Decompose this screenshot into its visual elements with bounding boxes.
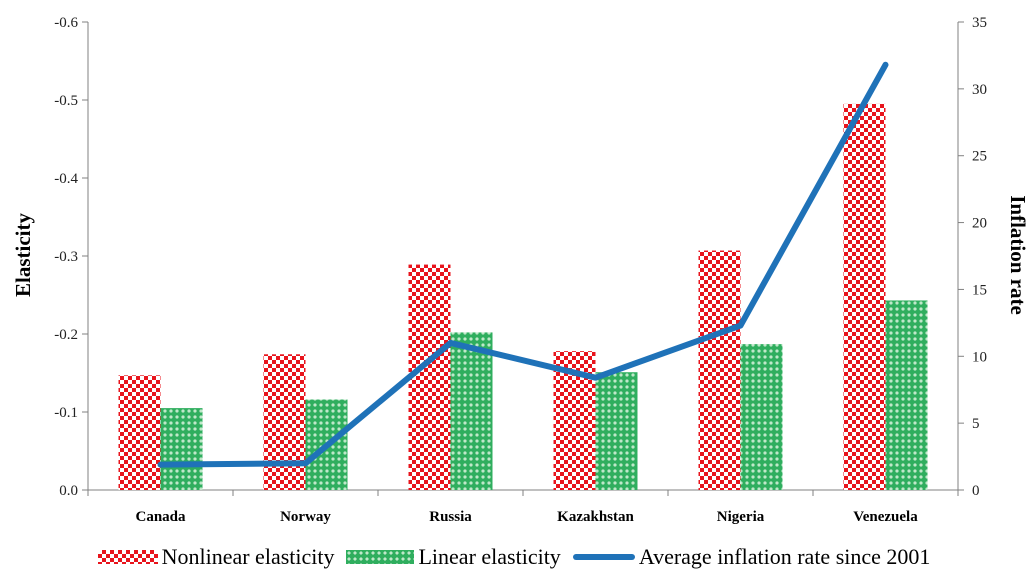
category-label: Venezuela (853, 509, 918, 525)
bar-linear (885, 300, 928, 490)
y2-tick-label: 0 (972, 483, 980, 499)
legend-label-nonlinear: Nonlinear elasticity (161, 544, 335, 569)
y2-tick-label: 10 (972, 349, 987, 365)
y2-tick-label: 15 (972, 282, 987, 298)
y-tick-label: 0.0 (59, 483, 78, 499)
y-tick-label: -0.2 (54, 327, 78, 343)
y2-tick-label: 30 (972, 82, 987, 98)
y-tick-label: -0.3 (54, 249, 78, 265)
y-tick-label: -0.1 (54, 405, 78, 421)
chart: Elasticity Inflation rate -0.6 -0.5 -0.4 -0… (11, 15, 1028, 525)
category-label: Canada (135, 509, 186, 525)
bar-nonlinear (408, 264, 451, 490)
y-axis-title: Elasticity (11, 213, 35, 297)
legend-item-linear: Linear elasticity (346, 544, 561, 570)
bar-nonlinear (843, 103, 886, 491)
inflation-line-swatch (572, 554, 635, 560)
legend: Nonlinear elasticity Linear elasticity A… (0, 542, 1028, 572)
y2-tick-label: 5 (972, 416, 980, 432)
legend-item-inflation: Average inflation rate since 2001 (572, 544, 931, 570)
y2-tick-label: 35 (972, 15, 987, 31)
inflation-line (157, 61, 889, 468)
nonlinear-swatch (97, 550, 158, 564)
bar-linear (160, 408, 203, 490)
bar-linear (595, 372, 638, 490)
linear-swatch (346, 550, 415, 564)
bar-nonlinear (698, 250, 741, 490)
y2-tick-label: 25 (972, 149, 987, 165)
category-label: Norway (280, 509, 331, 525)
y-tick-label: -0.6 (54, 15, 78, 31)
y2-tick-label: 20 (972, 216, 987, 232)
legend-label-inflation: Average inflation rate since 2001 (638, 544, 931, 569)
y-tick-label: -0.4 (54, 171, 78, 187)
y-tick-label: -0.5 (54, 93, 78, 109)
category-label: Kazakhstan (557, 509, 634, 525)
bar-nonlinear (118, 375, 161, 490)
y2-axis-title: Inflation rate (1006, 195, 1028, 315)
category-label: Russia (429, 509, 472, 525)
legend-item-nonlinear: Nonlinear elasticity (97, 544, 335, 570)
bar-linear (450, 332, 493, 490)
bar-linear (740, 344, 783, 490)
category-label: Nigeria (717, 509, 765, 525)
legend-label-linear: Linear elasticity (418, 544, 561, 569)
bar-nonlinear (263, 354, 306, 490)
